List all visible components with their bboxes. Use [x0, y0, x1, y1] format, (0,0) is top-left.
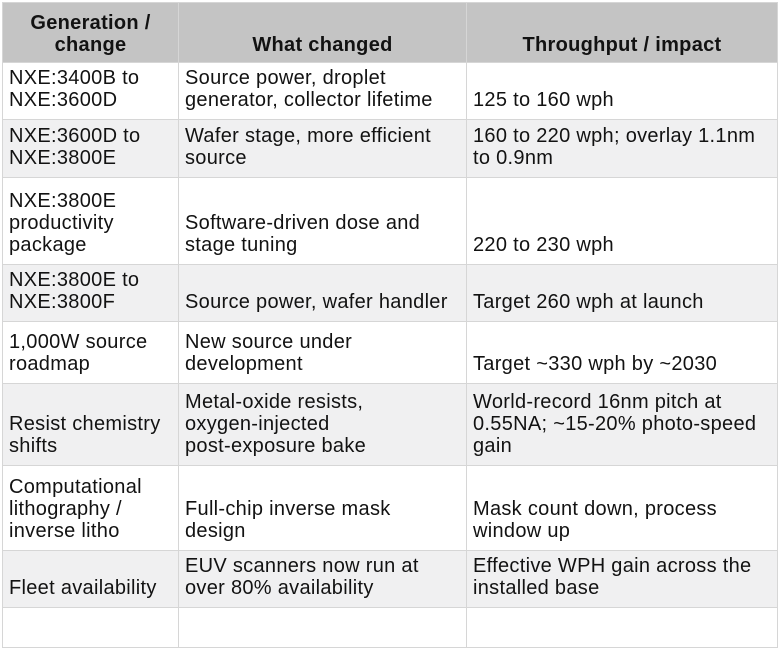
cell-impact: Mask count down, process window up	[466, 465, 778, 551]
cell-what-changed: Full-chip inverse mask design	[178, 465, 467, 551]
table-row: Resist chemistry shifts Metal-oxide resi…	[2, 383, 778, 466]
cell-impact	[466, 607, 778, 648]
cell-what-changed: Metal-oxide resists, oxygen-injected pos…	[178, 383, 467, 466]
column-header-generation: Generation / change	[2, 2, 179, 63]
table-row: NXE:3400B to NXE:3600D Source power, dro…	[2, 62, 778, 120]
table-row: Fleet availability EUV scanners now run …	[2, 550, 778, 608]
cell-generation: 1,000W source roadmap	[2, 321, 179, 384]
cell-impact: World-record 16nm pitch at 0.55NA; ~15-2…	[466, 383, 778, 466]
cell-what-changed: Source power, droplet generator, collect…	[178, 62, 467, 120]
cell-impact: 220 to 230 wph	[466, 177, 778, 265]
cell-what-changed: Software-driven dose and stage tuning	[178, 177, 467, 265]
cell-impact: Target ~330 wph by ~2030	[466, 321, 778, 384]
cell-generation: NXE:3800E to NXE:3800F	[2, 264, 179, 322]
table-row: NXE:3800E to NXE:3800F Source power, waf…	[2, 264, 778, 322]
cell-generation: NXE:3600D to NXE:3800E	[2, 119, 179, 178]
cell-generation	[2, 607, 179, 648]
cell-generation: Fleet availability	[2, 550, 179, 608]
cell-what-changed: New source under development	[178, 321, 467, 384]
cell-generation: Resist chemistry shifts	[2, 383, 179, 466]
cell-what-changed	[178, 607, 467, 648]
cell-impact: 160 to 220 wph; overlay 1.1nm to 0.9nm	[466, 119, 778, 178]
table-row: Computational lithography / inverse lith…	[2, 465, 778, 551]
table-row: 1,000W source roadmap New source under d…	[2, 321, 778, 384]
table-row: NXE:3800E productivity package Software-…	[2, 177, 778, 265]
cell-impact: 125 to 160 wph	[466, 62, 778, 120]
cell-what-changed: Wafer stage, more efficient source	[178, 119, 467, 178]
cell-generation: NXE:3800E productivity package	[2, 177, 179, 265]
header-row: Generation / change What changed Through…	[2, 2, 778, 63]
cell-generation: NXE:3400B to NXE:3600D	[2, 62, 179, 120]
cell-what-changed: Source power, wafer handler	[178, 264, 467, 322]
table-row: NXE:3600D to NXE:3800E Wafer stage, more…	[2, 119, 778, 178]
table-row-partial	[2, 607, 778, 648]
cell-impact: Target 260 wph at launch	[466, 264, 778, 322]
cell-generation: Computational lithography / inverse lith…	[2, 465, 179, 551]
column-header-what-changed: What changed	[178, 2, 467, 63]
column-header-impact: Throughput / impact	[466, 2, 778, 63]
cell-what-changed: EUV scanners now run at over 80% availab…	[178, 550, 467, 608]
cell-impact: Effective WPH gain across the installed …	[466, 550, 778, 608]
